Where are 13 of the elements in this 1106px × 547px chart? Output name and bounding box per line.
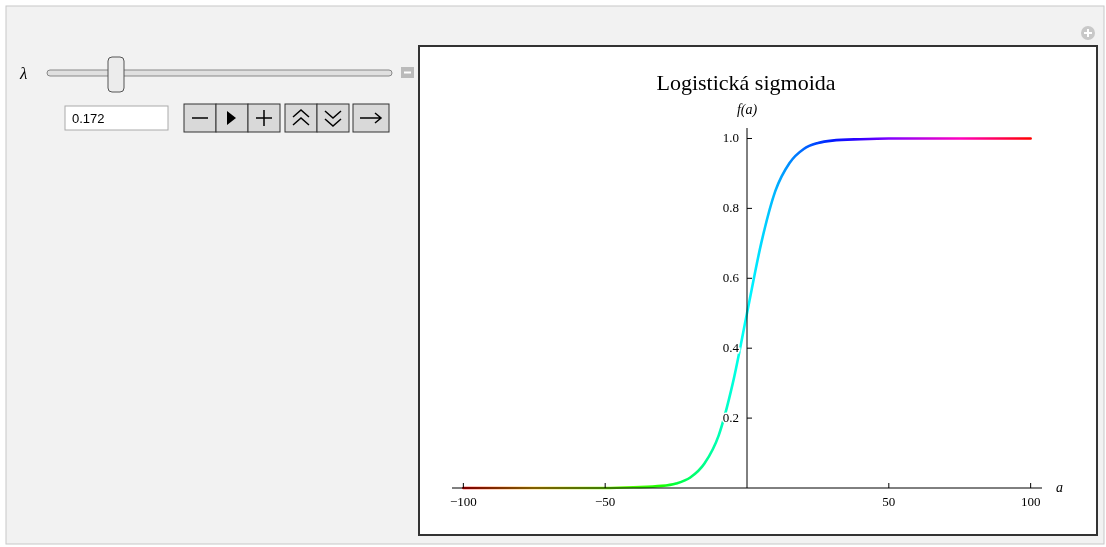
text: λ	[19, 64, 28, 83]
y-tick-label: 1.0	[722, 130, 739, 146]
x-axis-title: a	[1056, 480, 1063, 495]
x-tick-label: −100	[449, 494, 477, 509]
chart-title: Logistická sigmoida	[656, 70, 836, 95]
x-tick-label: 100	[1020, 494, 1041, 509]
y-tick-label: 0.6	[722, 270, 740, 286]
y-axis-title: f(a)	[736, 102, 758, 118]
text: 0.172	[72, 111, 105, 126]
y-tick-label: 0.8	[722, 200, 739, 216]
x-tick-label: −50	[595, 494, 616, 509]
y-tick-label: 0.4	[722, 340, 740, 356]
x-tick-label: 50	[882, 494, 896, 509]
